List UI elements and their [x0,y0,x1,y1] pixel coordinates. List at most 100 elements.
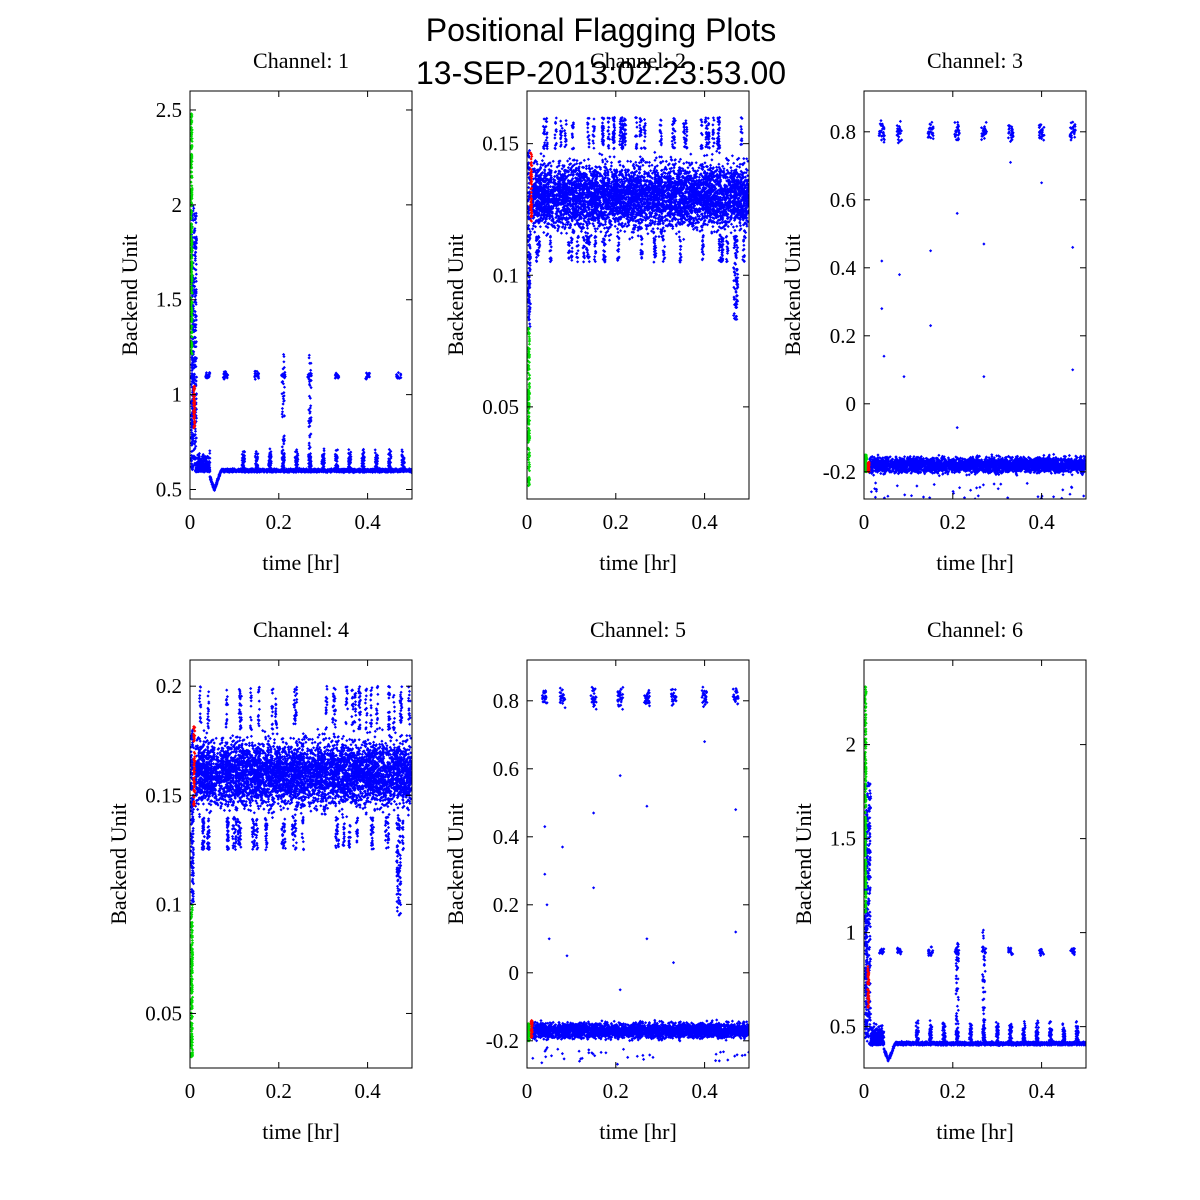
y-tick-label: 0.2 [493,893,519,917]
x-tick-label: 0.2 [266,1079,292,1103]
series-main-points [530,685,749,1066]
x-tick-label: 0 [522,1079,533,1103]
y-axis-label: Backend Unit [780,234,805,356]
series-main-points [527,115,749,329]
figure-title-line2: 13-SEP-2013:02:23:53.00 [416,55,786,91]
x-tick-label: 0.4 [691,510,718,534]
y-tick-label: 0 [846,392,857,416]
panel-channel-6: 0 0.2 0.4 0.5 1 1.5 2 Channel: 6 time [hr] Backen… [791,617,1087,1144]
y-tick-label: 1 [846,921,857,945]
y-axis-label: Backend Unit [443,803,468,925]
y-tick-label: 0.05 [482,395,519,419]
y-axis-label: Backend Unit [117,234,142,356]
x-axis-label: time [hr] [262,1119,340,1144]
axes-frame [526,659,750,1069]
series-main-points [867,119,1086,499]
axes-frame [863,90,1087,500]
x-axis-label: time [hr] [936,550,1014,575]
panel-channel-3: 0 0.2 0.4 -0.2 0 0.2 0.4 0.6 0.8 Channel: 3 time [… [780,48,1087,575]
y-tick-label: 0.8 [830,120,856,144]
x-tick-label: 0 [185,1079,196,1103]
series-green-flag-points [864,685,868,914]
series-main-points [864,781,1086,1063]
y-tick-label: 0.15 [145,783,182,807]
panel-channel-2: 0 0.2 0.4 0.05 0.1 0.15 Channel: 2 time [hr] Bac… [443,48,750,575]
figure-title-line1: Positional Flagging Plots [426,12,776,48]
y-tick-label: 0.5 [830,1015,856,1039]
panel-title: Channel: 3 [927,48,1023,73]
x-tick-label: 0 [859,510,870,534]
panel-title: Channel: 2 [590,48,686,73]
y-axis-label: Backend Unit [791,803,816,925]
y-tick-label: 0.4 [493,825,520,849]
series-red-flag-points [192,725,197,808]
series-red-flag-points [529,151,534,223]
x-axis-label: time [hr] [262,550,340,575]
x-tick-label: 0.2 [940,510,966,534]
y-tick-label: 2.5 [156,98,182,122]
y-axis-label: Backend Unit [443,234,468,356]
y-tick-label: 2 [846,733,857,757]
y-tick-label: 0.15 [482,132,519,156]
data-points [190,684,412,1059]
y-tick-label: 1.5 [156,288,182,312]
series-main-points [190,204,412,492]
panel-channel-4: 0 0.2 0.4 0.05 0.1 0.15 0.2 Channel: 4 time [hr]… [106,617,413,1144]
y-axis-label: Backend Unit [106,803,131,925]
panel-title: Channel: 6 [927,617,1023,642]
x-tick-label: 0 [522,510,533,534]
x-tick-label: 0.2 [940,1079,966,1103]
axes-frame [189,90,413,500]
x-tick-label: 0.2 [266,510,292,534]
data-points [527,685,749,1066]
y-tick-label: 0.6 [493,757,519,781]
y-tick-label: 1.5 [830,827,856,851]
x-tick-label: 0.4 [354,510,381,534]
x-axis-label: time [hr] [599,1119,677,1144]
plot-area [526,90,750,500]
y-tick-label: -0.2 [823,460,856,484]
y-tick-label: 0.6 [830,188,856,212]
x-tick-label: 0.4 [354,1079,381,1103]
plot-area [189,659,413,1069]
axes-frame [863,659,1087,1069]
y-tick-label: 0.1 [156,892,182,916]
x-tick-label: 0.2 [603,510,629,534]
x-axis-label: time [hr] [936,1119,1014,1144]
y-tick-label: 0.2 [830,324,856,348]
series-red-flag-points [866,460,871,474]
y-tick-label: -0.2 [486,1029,519,1053]
x-tick-label: 0 [859,1079,870,1103]
y-tick-label: 0.1 [493,263,519,287]
y-tick-label: 2 [172,193,183,217]
x-tick-label: 0.2 [603,1079,629,1103]
x-tick-label: 0.4 [1028,1079,1055,1103]
panel-title: Channel: 1 [253,48,349,73]
x-tick-label: 0.4 [1028,510,1055,534]
panel-title: Channel: 5 [590,617,686,642]
y-tick-label: 0.5 [156,478,182,502]
series-red-flag-points [529,1018,534,1039]
data-points [864,119,1086,499]
axes-frame [526,90,750,500]
series-green-flag-points [190,112,194,356]
panel-title: Channel: 4 [253,617,349,642]
y-tick-label: 0.8 [493,689,519,713]
series-green-flag-points [190,903,195,1059]
x-tick-label: 0 [185,510,196,534]
panel-channel-5: 0 0.2 0.4 -0.2 0 0.2 0.4 0.6 0.8 Channel: 5 time [… [443,617,750,1144]
series-main-points [190,684,412,917]
plot-area [863,659,1087,1069]
panel-channel-1: 0 0.2 0.4 0.5 1 1.5 2 2.5 Channel: 1 time [hr] Bac… [117,48,413,575]
plot-area [526,659,750,1069]
y-tick-label: 0.05 [145,1001,182,1025]
y-tick-label: 0.4 [830,256,857,280]
y-tick-label: 0 [509,961,520,985]
y-tick-label: 0.2 [156,674,182,698]
x-axis-label: time [hr] [599,550,677,575]
plot-area [863,90,1087,500]
y-tick-label: 1 [172,383,183,407]
x-tick-label: 0.4 [691,1079,718,1103]
data-points [864,685,1086,1063]
